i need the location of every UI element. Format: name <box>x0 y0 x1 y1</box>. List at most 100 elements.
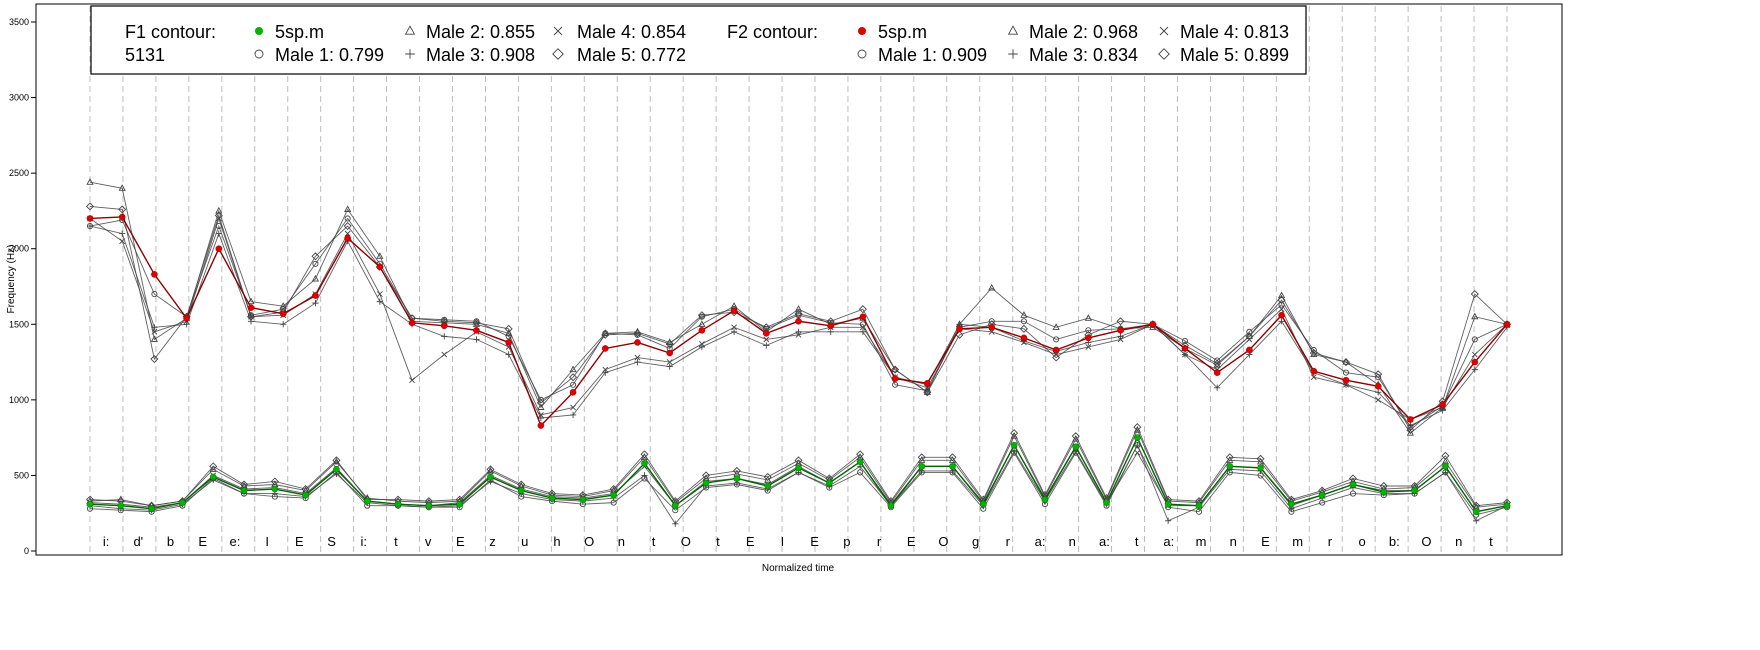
legend-f1-title: F1 contour: <box>125 22 216 42</box>
f1-target-point <box>1226 463 1234 470</box>
f1-target-point <box>733 475 741 482</box>
segment-label: p <box>843 534 850 549</box>
legend-f1-marker <box>404 25 416 35</box>
f2-target-point <box>473 327 480 334</box>
f2-male-5-point <box>858 305 867 314</box>
f2-male-3-point <box>441 333 448 340</box>
f2-male-3-point <box>1407 422 1414 429</box>
f1-target-point <box>980 500 987 508</box>
f2-target-point <box>376 263 384 271</box>
f2-male-2-point <box>1052 323 1060 330</box>
f2-male-4-point <box>763 336 770 343</box>
f1-male-5-point <box>856 450 865 459</box>
f2-target-point <box>279 310 287 318</box>
f2-male-2-point <box>537 403 545 410</box>
segment-label: b: <box>1389 534 1400 549</box>
legend-f1-entry-label: Male 4: 0.854 <box>577 22 686 42</box>
legend-f1-target-label: 5sp.m <box>275 22 324 42</box>
f2-male-3-point <box>505 351 512 358</box>
f2-male-3-point <box>1375 389 1382 396</box>
f2-male-3-point <box>183 321 190 328</box>
segment-label: t <box>652 534 656 549</box>
f1-target-point <box>826 479 833 487</box>
segment-label: n <box>1455 534 1462 549</box>
segment-label: i: <box>103 534 110 549</box>
f1-target-point <box>1164 500 1172 508</box>
f2-target-point <box>183 314 190 322</box>
target-series <box>86 213 1511 516</box>
f1-male-5-point <box>1010 429 1019 438</box>
f1-male-5-point <box>1441 451 1450 460</box>
f2-male-1-point <box>698 313 705 320</box>
f2-male-2-point <box>891 365 899 373</box>
segment-label: O <box>938 534 948 549</box>
f2-male-4-point <box>376 291 383 297</box>
legend: F1 contour: 5131 5sp.m Male 1: 0.799Male… <box>90 5 1307 75</box>
f2-male-4-point <box>537 412 544 418</box>
f2-male-4-point <box>409 377 415 384</box>
legend-f1-marker <box>405 49 415 59</box>
segment-label: z <box>489 534 496 549</box>
legend-f2-entry-label: Male 1: 0.909 <box>878 45 987 65</box>
y-axis-label: Frequency (Hz) <box>6 245 17 314</box>
f2-target-point <box>1181 345 1189 352</box>
f1-target-point <box>1041 496 1049 503</box>
segment-label: a: <box>1099 534 1110 549</box>
f2-target-point <box>537 422 545 429</box>
f1-male-5-point <box>486 465 495 474</box>
f2-male-5-point <box>1019 324 1028 333</box>
f2-male-4-point <box>731 324 738 331</box>
f2-male-5-point <box>150 355 159 364</box>
segment-label: E <box>456 534 465 549</box>
f2-target-point <box>1117 327 1124 334</box>
segment-label: I <box>781 534 785 549</box>
f1-target-point <box>117 502 125 509</box>
f2-male-1-point <box>570 381 577 388</box>
segment-label: v <box>425 534 432 549</box>
f1-male-3-point <box>1011 448 1018 455</box>
f2-male-3-point <box>119 230 126 237</box>
f2-target-point <box>440 322 448 330</box>
legend-f1-entries: Male 1: 0.799 Male 2: 0.855 Male 3: 0.908 M… <box>254 22 686 65</box>
y-tick-label: 500 <box>14 470 29 480</box>
legend-f1-marker <box>552 48 564 60</box>
f2-target-point <box>956 325 963 333</box>
f1-male-5-point <box>702 471 711 480</box>
f2-target-point <box>215 245 223 253</box>
f2-male-5-line <box>89 205 1508 431</box>
f2-target-point <box>988 324 996 331</box>
f2-male-3-point <box>1439 407 1446 414</box>
f1-male-3-point <box>1473 517 1480 524</box>
f2-male-5-point <box>1052 353 1061 362</box>
f2-male-5-point <box>665 339 674 348</box>
f1-target-point <box>1288 500 1295 508</box>
f1-target-point <box>579 496 587 503</box>
segment-label: E <box>907 534 916 549</box>
f2-target-point <box>1085 334 1092 342</box>
segment-label: E <box>198 534 207 549</box>
f2-male-3-point <box>666 363 673 370</box>
f2-male-3-point <box>730 328 738 335</box>
legend-f2-entries: Male 1: 0.909 Male 2: 0.968 Male 3: 0.834 M… <box>857 22 1289 65</box>
f2-male-4-point <box>1182 351 1188 358</box>
f2-male-5-point <box>504 324 513 333</box>
segment-label: d' <box>133 534 143 549</box>
f2-target-point <box>891 375 899 382</box>
f1-target-point <box>1103 499 1110 506</box>
f2-male-5-point <box>1341 358 1350 367</box>
f2-male-1-point <box>312 260 319 267</box>
f2-male-5-point <box>569 373 578 382</box>
f1-male-4-line <box>89 444 1508 513</box>
f2-male-1-point <box>1246 328 1253 335</box>
f2-target-point <box>827 322 835 330</box>
f1-target-point <box>1411 487 1418 494</box>
f1-male-5-point <box>209 462 218 471</box>
segment-label: b <box>167 534 174 549</box>
f2-male-4-point <box>1471 351 1478 358</box>
segment-label: n <box>618 534 625 549</box>
f2-male-4-point <box>1117 336 1124 343</box>
f2-target-point <box>505 339 512 346</box>
f2-male-2-point <box>215 206 223 214</box>
f2-male-2-point <box>1245 332 1253 339</box>
segment-label: a: <box>1163 534 1174 549</box>
